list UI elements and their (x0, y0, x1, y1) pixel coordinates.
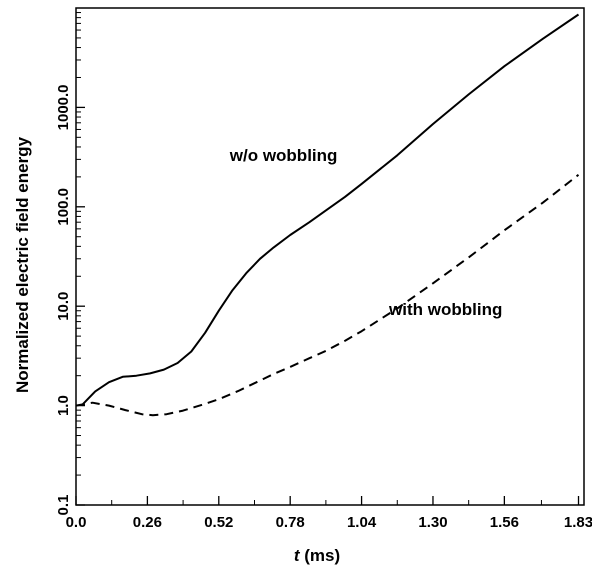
series-line-without-wobbling (80, 13, 580, 407)
x-tick-label: 1.56 (490, 514, 519, 531)
series-annotation: with wobbling (388, 300, 502, 319)
series-layer (75, 13, 580, 417)
y-tick-label: 10.0 (55, 292, 72, 321)
y-tick-label: 1000.0 (55, 84, 72, 130)
annotation-layer: w/o wobbling with wobbling (229, 146, 503, 319)
x-axis-label-variable: t (294, 546, 301, 565)
x-tick-label: 0.0 (66, 514, 87, 531)
x-tick-label: 1.83 (564, 514, 592, 531)
y-axis: 0.1 1.0 10.0 100.0 1000.0 (55, 12, 85, 516)
y-tick-label: 1.0 (55, 395, 72, 416)
x-axis: 0.0 0.26 0.52 0.78 1.04 1.30 1.56 1.83 (66, 496, 592, 531)
series-annotation: w/o wobbling (229, 146, 338, 165)
y-tick-label: 100.0 (55, 188, 72, 226)
x-axis-label: t (ms) (294, 546, 340, 565)
x-tick-label: 0.26 (133, 514, 162, 531)
x-tick-label: 0.52 (204, 514, 233, 531)
series-line-with-wobbling (75, 174, 580, 417)
plot-area (75, 7, 585, 506)
x-tick-label: 1.04 (347, 514, 377, 531)
y-tick-label: 0.1 (55, 495, 72, 516)
x-tick-label: 0.78 (276, 514, 305, 531)
y-axis-label: Normalized electric field energy (13, 136, 32, 393)
x-tick-label: 1.30 (418, 514, 447, 531)
x-axis-label-unit: (ms) (300, 546, 341, 565)
plot-frame (75, 7, 585, 506)
